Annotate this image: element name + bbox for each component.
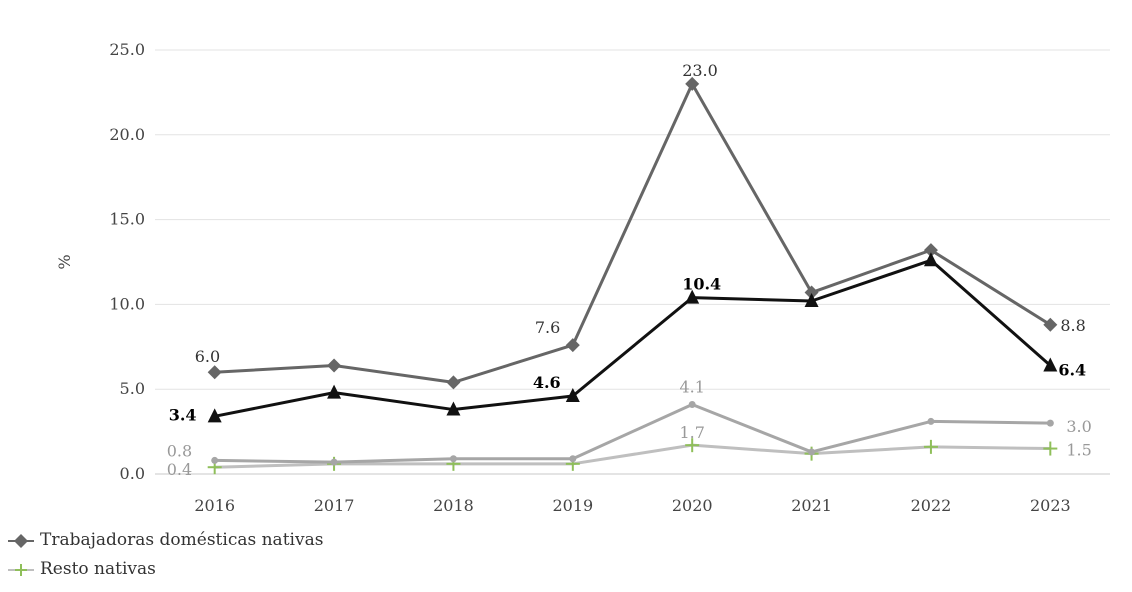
data-label: 3.4 — [169, 405, 197, 424]
data-label: 1.7 — [679, 423, 704, 442]
x-tick-label: 2017 — [314, 496, 355, 515]
x-tick-label: 2016 — [194, 496, 235, 515]
x-tick-label: 2021 — [791, 496, 832, 515]
data-point — [1046, 419, 1054, 427]
legend-label: Resto nativas — [40, 559, 156, 579]
data-label: 7.6 — [535, 318, 560, 337]
data-point — [804, 293, 819, 308]
data-label: 3.0 — [1066, 417, 1091, 436]
series-line — [214, 402, 1051, 464]
y-tick-label: 10.0 — [109, 294, 145, 313]
series-line — [214, 443, 1051, 469]
data-point — [207, 365, 222, 380]
data-point — [1043, 357, 1058, 372]
data-point — [446, 375, 461, 390]
data-point — [449, 455, 457, 463]
data-point — [927, 417, 935, 425]
data-label: 8.8 — [1060, 316, 1085, 335]
data-point — [565, 387, 580, 402]
data-point — [207, 408, 222, 423]
data-point — [446, 401, 461, 416]
plus-marker-icon — [8, 561, 34, 579]
data-label: 0.4 — [167, 460, 192, 479]
data-point — [685, 289, 700, 304]
data-label: 1.5 — [1066, 441, 1091, 460]
data-point — [804, 285, 819, 300]
x-tick-label: 2023 — [1030, 496, 1071, 515]
legend-label: Trabajadoras domésticas nativas — [40, 530, 324, 550]
data-label: 6.0 — [195, 347, 220, 366]
y-tick-label: 5.0 — [120, 379, 145, 398]
data-label: 10.4 — [682, 275, 721, 294]
data-label: 23.0 — [682, 61, 718, 80]
data-point — [685, 76, 700, 91]
x-tick-label: 2020 — [672, 496, 713, 515]
legend: Trabajadoras domésticas nativas Resto na… — [8, 526, 323, 584]
x-tick-label: 2022 — [911, 496, 952, 515]
line-chart: 0.0 5.0 10.0 15.0 20.0 25.0 2016 2017 2018 2019 20… — [55, 40, 1110, 515]
series-line — [214, 258, 1052, 418]
y-axis-label: % — [55, 254, 74, 269]
data-point — [569, 455, 577, 463]
legend-item-resto: Resto nativas — [8, 555, 323, 584]
y-tick-label: 15.0 — [109, 210, 145, 229]
data-point — [211, 456, 219, 464]
data-point — [688, 400, 696, 408]
series-line — [214, 82, 1052, 384]
x-tick-label: 2018 — [433, 496, 474, 515]
data-point — [327, 358, 342, 373]
data-point — [1043, 317, 1058, 332]
y-tick-label: 0.0 — [120, 464, 145, 483]
data-point — [923, 252, 938, 267]
legend-item-trabajadoras: Trabajadoras domésticas nativas — [8, 526, 323, 555]
data-point — [327, 384, 342, 399]
data-label: 6.4 — [1058, 360, 1086, 379]
data-label: 0.8 — [167, 441, 192, 460]
data-point — [923, 243, 938, 258]
x-tick-label: 2019 — [552, 496, 593, 515]
data-label: 4.1 — [679, 377, 704, 396]
data-point — [808, 448, 816, 456]
y-tick-label: 20.0 — [109, 125, 145, 144]
diamond-marker-icon — [8, 532, 34, 550]
data-label: 4.6 — [533, 373, 561, 392]
data-point — [565, 338, 580, 353]
y-tick-label: 25.0 — [109, 40, 145, 59]
data-point — [330, 458, 338, 466]
